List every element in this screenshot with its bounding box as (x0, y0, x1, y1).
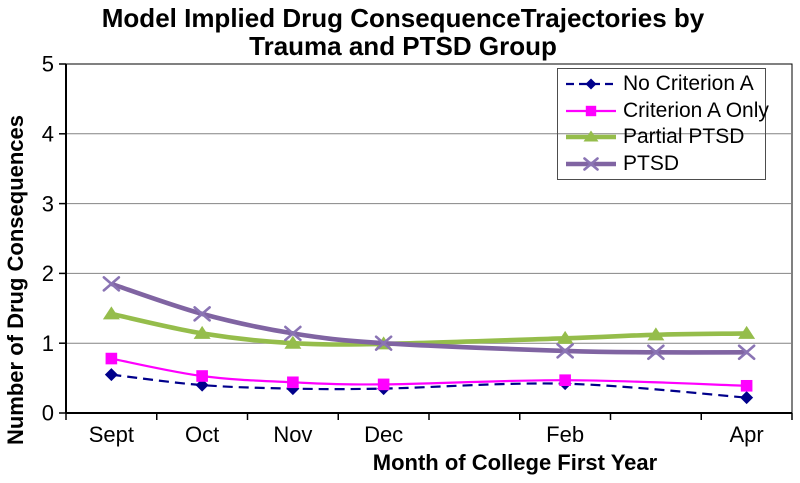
legend-marker-x-icon (583, 156, 599, 171)
y-tick-label-2: 2 (42, 261, 54, 286)
marker-square-criterion-a-only (740, 379, 753, 392)
marker-x-ptsd (284, 325, 302, 342)
marker-diamond-no-criterion-a (104, 368, 118, 382)
legend-sample-criterion-a-only (566, 105, 616, 116)
marker-square-criterion-a-only (559, 374, 571, 386)
marker-square-criterion-a-only (105, 352, 118, 365)
legend-item-no-criterion-a: No Criterion A (564, 71, 765, 97)
marker-triangle-partial-ptsd (284, 335, 302, 349)
y-tick-label-3: 3 (42, 191, 54, 216)
legend-label-ptsd: PTSD (623, 151, 680, 175)
marker-x-ptsd (102, 276, 121, 292)
legend-sample-partial-ptsd (566, 130, 616, 142)
legend-sample-ptsd (566, 156, 616, 171)
legend-sample-no-criterion-a (566, 78, 616, 90)
legend-marker-triangle-icon (583, 130, 599, 142)
marker-x-ptsd (556, 343, 574, 359)
series-line-no-criterion-a (111, 373, 747, 399)
x-tick-label-oct: Oct (185, 422, 219, 447)
legend-marker-diamond-icon (585, 78, 597, 90)
marker-triangle-partial-ptsd (193, 325, 211, 339)
marker-x-ptsd (193, 306, 211, 322)
y-tick-label-0: 0 (42, 401, 54, 426)
y-axis-title: Number of Drug Consequences (3, 114, 28, 446)
marker-triangle-partial-ptsd (738, 325, 756, 339)
legend-item-criterion-a-only: Criterion A Only (564, 98, 769, 124)
chart-title: Model Implied Drug ConsequenceTrajectori… (101, 3, 705, 61)
series-markers-criterion-a-only (105, 352, 753, 392)
marker-x-ptsd (737, 344, 756, 361)
y-tick-label-1: 1 (42, 331, 54, 356)
marker-diamond-no-criterion-a (740, 391, 754, 405)
x-tick-label-sept: Sept (89, 422, 134, 447)
marker-square-criterion-a-only (287, 376, 299, 389)
x-axis-title: Month of College First Year (372, 450, 658, 475)
y-tick-label-4: 4 (42, 122, 54, 147)
x-tick-label-apr: Apr (730, 422, 764, 447)
y-tick-label-5: 5 (42, 52, 54, 77)
x-tick-label-feb: Feb (546, 422, 584, 447)
legend-label-criterion-a-only: Criterion A Only (623, 98, 769, 122)
marker-triangle-partial-ptsd (556, 330, 574, 344)
legend: No Criterion A Criterion A Only Partial PT… (557, 68, 769, 180)
legend-item-partial-ptsd: Partial PTSD (564, 124, 765, 150)
legend-label-no-criterion-a: No Criterion A (623, 72, 754, 96)
series-markers-ptsd (102, 276, 756, 361)
marker-triangle-partial-ptsd (102, 306, 120, 320)
marker-square-criterion-a-only (196, 370, 208, 382)
x-tick-label-dec: Dec (364, 422, 403, 447)
marker-square-criterion-a-only (377, 378, 390, 391)
legend-label-partial-ptsd: Partial PTSD (623, 125, 745, 149)
marker-x-ptsd (374, 335, 393, 352)
legend-item-ptsd: PTSD (564, 151, 765, 177)
marker-triangle-partial-ptsd (647, 327, 665, 341)
legend-marker-square-icon (585, 105, 597, 116)
x-tick-label-nov: Nov (273, 422, 312, 447)
marker-x-ptsd (647, 344, 665, 361)
marker-diamond-no-criterion-a (195, 378, 209, 392)
